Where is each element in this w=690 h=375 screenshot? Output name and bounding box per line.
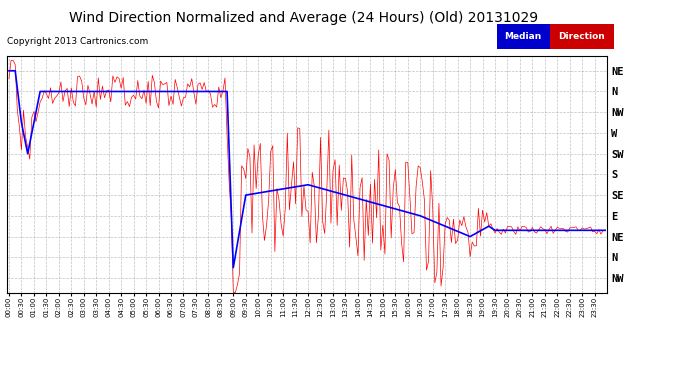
Text: Wind Direction Normalized and Average (24 Hours) (Old) 20131029: Wind Direction Normalized and Average (2… <box>69 11 538 25</box>
Text: Direction: Direction <box>558 32 605 41</box>
Text: Copyright 2013 Cartronics.com: Copyright 2013 Cartronics.com <box>7 38 148 46</box>
Text: Median: Median <box>504 32 542 41</box>
